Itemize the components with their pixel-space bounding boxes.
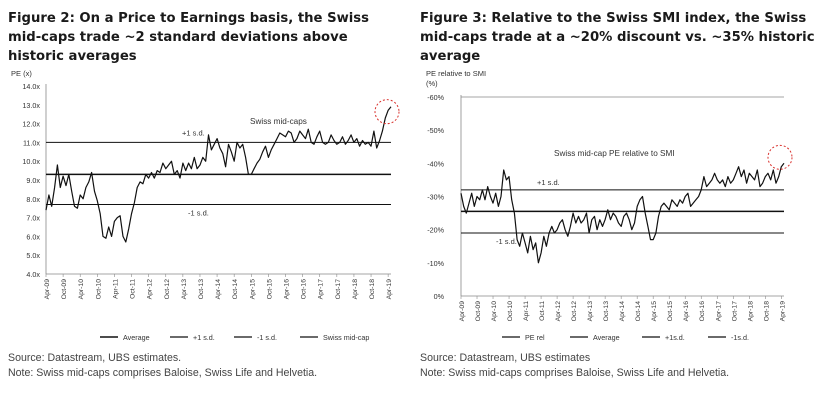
highlight-circle <box>767 144 793 170</box>
x-tick-label: Apr-14 <box>619 301 626 322</box>
figure-2-note: Note: Swiss mid-caps comprises Baloise, … <box>8 367 318 379</box>
x-tick-label: Apr-15 <box>249 279 256 300</box>
x-tick-label: Apr-13 <box>181 279 188 300</box>
x-tick-label: Oct-13 <box>603 301 610 322</box>
x-tick-label: Apr-11 <box>112 279 119 299</box>
figure-2-panel: Figure 2: On a Price to Earnings basis, … <box>0 0 410 403</box>
y-tick-label: -10% <box>427 259 444 268</box>
x-tick-label: Apr-12 <box>555 301 562 322</box>
x-tick-label: Apr-15 <box>651 301 658 322</box>
x-tick-label: Oct-09 <box>475 301 482 322</box>
x-tick-label: Oct-11 <box>130 279 137 299</box>
x-tick-label: Apr-19 <box>386 279 393 300</box>
series-line <box>460 162 785 264</box>
x-tick-label: Oct-16 <box>699 301 706 322</box>
y-tick-label: 11.0x <box>23 138 40 147</box>
figure-3-title: Figure 3: Relative to the Swiss SMI inde… <box>420 11 815 64</box>
figure-3-chart: PE relative to SMI(%) 0% -10% -20% -30% -40% -… <box>426 69 793 342</box>
reference-label: -1 s.d. <box>496 237 517 246</box>
x-tick-label: Oct-14 <box>232 279 239 300</box>
legend-label: Average <box>123 333 150 342</box>
x-tick-label: Oct-11 <box>539 301 546 321</box>
x-tick-label: Apr-19 <box>779 301 786 322</box>
x-tick-label: Apr-18 <box>747 301 754 322</box>
reference-label: +1 s.d. <box>182 128 205 137</box>
x-tick-label: Oct-18 <box>369 279 376 300</box>
y-tick-label: 6.0x <box>26 232 40 241</box>
x-tick-label: Oct-13 <box>198 279 205 300</box>
x-tick-label: Oct-15 <box>266 279 273 300</box>
y-tick-label: 14.0x <box>22 82 40 91</box>
x-tick-label: Oct-12 <box>164 279 171 300</box>
reference-label: -1 s.d. <box>188 208 209 217</box>
figure-2-chart: PE (x) 4.0x 5.0x 6.0x 7.0x 8.0x 9.0x 10.0x 11.0x… <box>11 69 400 342</box>
y-axis-label: PE relative to SMI <box>426 69 486 78</box>
reference-label: +1 s.d. <box>537 178 560 187</box>
y-axis-label: PE (x) <box>11 69 32 78</box>
y-tick-label: 8.0x <box>26 195 40 204</box>
x-tick-label: Oct-09 <box>61 279 68 300</box>
x-tick-label: Apr-11 <box>523 301 530 321</box>
x-tick-label: Oct-10 <box>507 301 514 322</box>
legend-label: Average <box>593 333 620 342</box>
x-tick-label: Oct-17 <box>731 301 738 322</box>
y-tick-label: -20% <box>427 226 444 235</box>
y-tick-label: 12.0x <box>22 120 40 129</box>
y-tick-label: 4.0x <box>26 270 40 279</box>
x-tick-label: Apr-14 <box>215 279 222 300</box>
y-tick-label: -30% <box>427 193 444 202</box>
figure-3-note: Note: Swiss mid-caps comprises Baloise, … <box>420 367 730 379</box>
legend-label: +1s.d. <box>665 333 685 342</box>
x-tick-label: Oct-15 <box>667 301 674 322</box>
figure-3-source: Source: Datastream, UBS estimates <box>420 352 591 364</box>
x-tick-label: Apr-09 <box>459 301 466 322</box>
x-tick-label: Apr-09 <box>44 279 51 300</box>
figure-2-title: Figure 2: On a Price to Earnings basis, … <box>8 11 369 64</box>
x-tick-label: Apr-18 <box>352 279 359 300</box>
x-tick-label: Apr-16 <box>683 301 690 322</box>
highlight-circle <box>374 99 400 125</box>
y-tick-label: -50% <box>427 126 444 135</box>
x-tick-label: Apr-16 <box>284 279 291 300</box>
x-tick-label: Apr-17 <box>715 301 722 322</box>
y-tick-label: 13.0x <box>22 101 40 110</box>
chart-annotation: Swiss mid-caps <box>250 117 307 126</box>
x-tick-label: Oct-10 <box>95 279 102 300</box>
x-tick-label: Oct-18 <box>763 301 770 322</box>
legend-label: +1 s.d. <box>193 333 215 342</box>
legend-label: PE rel <box>525 333 545 342</box>
y-tick-label: 5.0x <box>26 251 40 260</box>
figure-3-panel: Figure 3: Relative to the Swiss SMI inde… <box>412 0 830 403</box>
chart-annotation: Swiss mid-cap PE relative to SMI <box>554 149 675 158</box>
y-tick-label: 7.0x <box>26 214 40 223</box>
legend-label: -1 s.d. <box>257 333 277 342</box>
x-tick-label: Oct-12 <box>571 301 578 322</box>
x-tick-label: Oct-17 <box>335 279 342 300</box>
x-tick-label: Oct-14 <box>635 301 642 322</box>
y-axis-label: (%) <box>426 79 438 88</box>
figure-2-source: Source: Datastream, UBS estimates. <box>8 352 182 364</box>
y-tick-label: 10.0x <box>22 157 40 166</box>
legend-label: -1s.d. <box>731 333 749 342</box>
x-tick-label: Apr-10 <box>78 279 85 300</box>
series-line <box>45 106 392 243</box>
x-tick-label: Apr-12 <box>147 279 154 300</box>
y-tick-label: 0% <box>434 292 445 301</box>
x-tick-label: Apr-17 <box>318 279 325 300</box>
legend-label: Swiss mid-cap <box>323 333 369 342</box>
y-tick-label: 9.0x <box>26 176 40 185</box>
x-tick-label: Oct-16 <box>301 279 308 300</box>
x-tick-label: Apr-10 <box>491 301 498 322</box>
y-tick-label: -60% <box>427 93 444 102</box>
x-tick-label: Apr-13 <box>587 301 594 322</box>
y-tick-label: -40% <box>427 159 444 168</box>
